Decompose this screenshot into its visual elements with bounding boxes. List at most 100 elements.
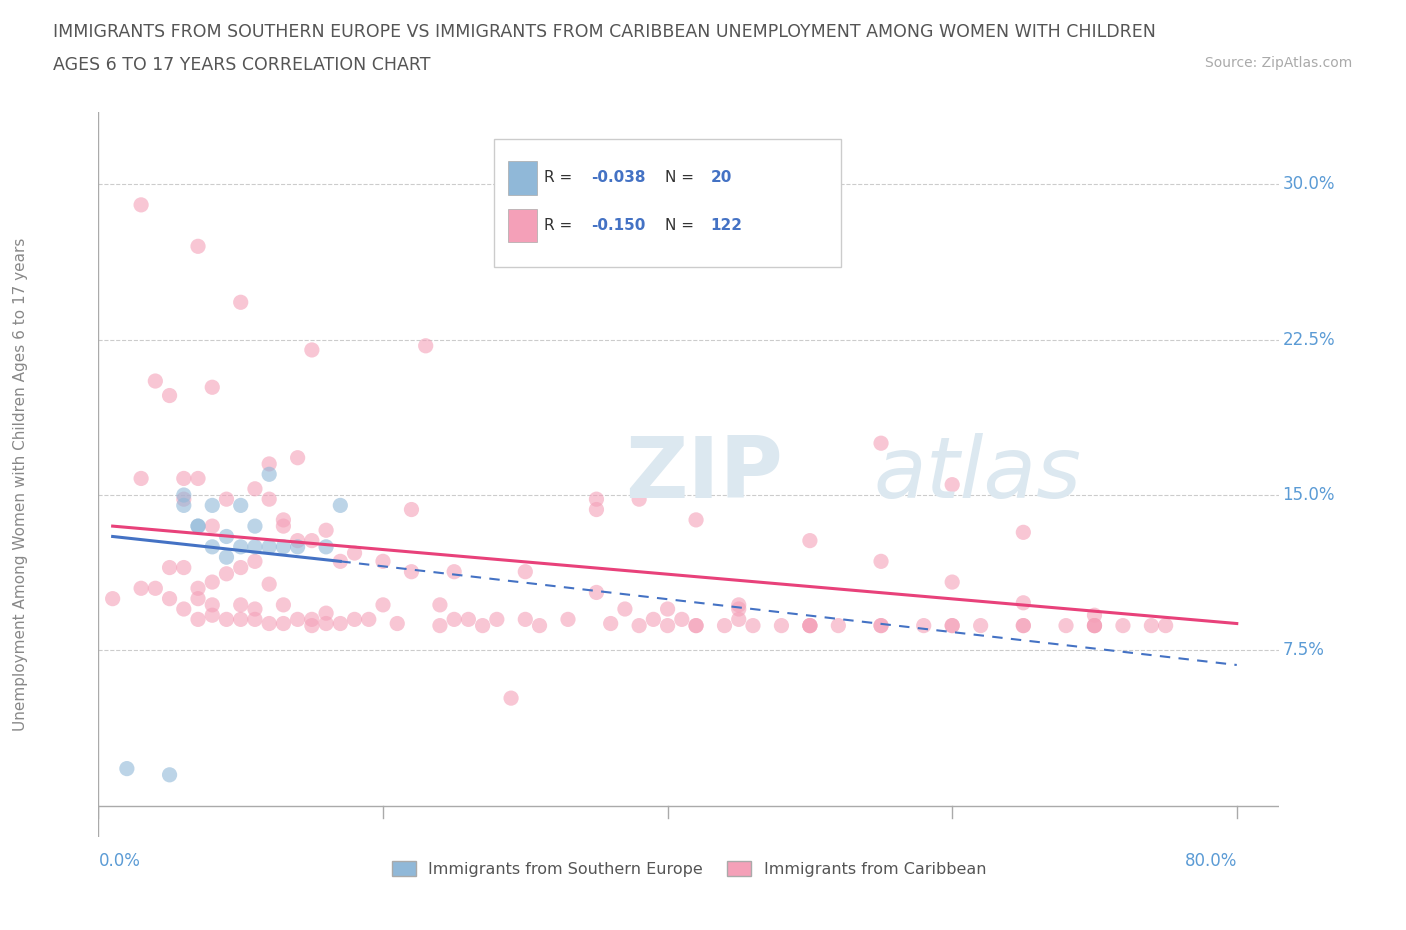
Point (215, 529, 238, 544)
Point (727, 597, 749, 612)
Point (912, 618, 935, 633)
Point (201, 519, 224, 534)
Point (243, 554, 266, 569)
Text: 122: 122 (710, 219, 742, 233)
Point (1083, 618, 1105, 633)
Point (585, 492, 607, 507)
Point (173, 560, 195, 575)
Text: 7.5%: 7.5% (1282, 642, 1324, 659)
Point (799, 618, 821, 633)
Point (713, 618, 735, 633)
Point (159, 767, 181, 782)
Point (657, 602, 679, 617)
Point (215, 566, 238, 581)
Point (229, 597, 252, 612)
Point (585, 585, 607, 600)
Point (315, 539, 337, 554)
Point (287, 450, 309, 465)
Point (415, 339, 437, 353)
Point (229, 612, 252, 627)
Point (215, 550, 238, 565)
Point (215, 492, 238, 507)
Point (315, 523, 337, 538)
Point (201, 498, 224, 512)
Point (201, 379, 224, 394)
Point (371, 554, 394, 569)
Point (628, 492, 651, 507)
Point (173, 498, 195, 512)
Text: -0.150: -0.150 (591, 219, 645, 233)
Text: 80.0%: 80.0% (1184, 852, 1237, 870)
Point (827, 618, 849, 633)
Point (499, 691, 522, 706)
Point (173, 492, 195, 507)
Point (343, 612, 366, 627)
Point (1012, 618, 1035, 633)
Point (613, 602, 636, 617)
Point (143, 581, 166, 596)
Point (243, 482, 266, 497)
Point (1083, 618, 1105, 633)
Point (229, 498, 252, 512)
Text: Unemployment Among Women with Children Ages 6 to 17 years: Unemployment Among Women with Children A… (13, 238, 28, 731)
Point (329, 554, 352, 569)
Point (201, 539, 224, 554)
Point (201, 575, 224, 590)
Point (257, 539, 280, 554)
Point (187, 591, 209, 606)
Point (429, 618, 451, 633)
Point (515, 565, 537, 579)
Point (870, 618, 893, 633)
Text: atlas: atlas (875, 432, 1083, 516)
Text: 30.0%: 30.0% (1282, 175, 1334, 193)
Point (159, 388, 181, 403)
Point (657, 618, 679, 633)
Point (1083, 608, 1105, 623)
Text: 15.0%: 15.0% (1282, 486, 1334, 504)
Point (443, 565, 465, 579)
Point (685, 618, 707, 633)
Point (273, 616, 295, 631)
Text: R =: R = (544, 219, 572, 233)
Point (187, 581, 209, 596)
Point (201, 608, 224, 623)
Point (941, 477, 963, 492)
Legend: Immigrants from Southern Europe, Immigrants from Caribbean: Immigrants from Southern Europe, Immigra… (385, 855, 993, 884)
Point (301, 342, 323, 357)
Point (485, 612, 508, 627)
Point (187, 471, 209, 485)
Point (628, 618, 651, 633)
Point (387, 616, 409, 631)
Point (1083, 618, 1105, 633)
Point (1012, 525, 1035, 539)
Point (799, 533, 821, 548)
Point (101, 591, 124, 606)
Point (287, 533, 309, 548)
Point (443, 612, 465, 627)
Text: 22.5%: 22.5% (1282, 330, 1334, 349)
Point (343, 546, 366, 561)
FancyBboxPatch shape (494, 139, 841, 267)
Text: R =: R = (544, 170, 572, 185)
Point (685, 618, 707, 633)
Point (301, 533, 323, 548)
Point (329, 498, 352, 512)
Point (143, 374, 166, 389)
Point (685, 512, 707, 527)
Point (129, 471, 152, 485)
Point (969, 618, 991, 633)
Point (329, 616, 352, 631)
Point (187, 519, 209, 534)
Point (941, 618, 963, 633)
Text: ZIP: ZIP (624, 432, 783, 516)
Text: -0.038: -0.038 (591, 170, 645, 185)
Point (215, 612, 238, 627)
Point (870, 618, 893, 633)
Point (115, 761, 138, 776)
FancyBboxPatch shape (508, 161, 537, 194)
Point (401, 502, 423, 517)
Point (529, 618, 551, 633)
Point (187, 239, 209, 254)
Point (315, 605, 337, 620)
Text: IMMIGRANTS FROM SOUTHERN EUROPE VS IMMIGRANTS FROM CARIBBEAN UNEMPLOYMENT AMONG : IMMIGRANTS FROM SOUTHERN EUROPE VS IMMIG… (53, 23, 1156, 41)
